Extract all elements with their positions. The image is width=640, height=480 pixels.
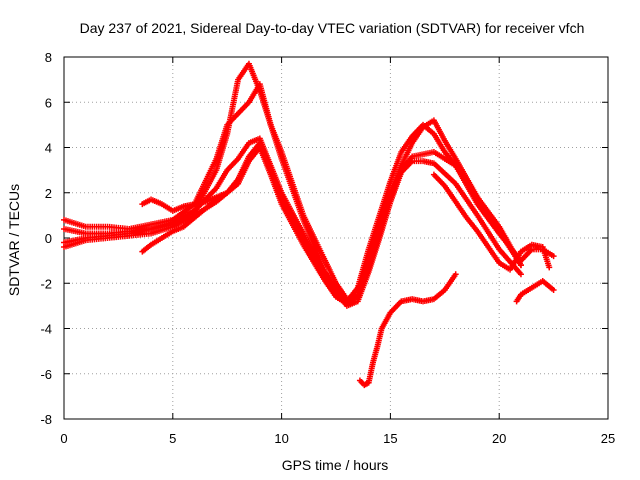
- data-point-marker: [452, 271, 459, 278]
- y-tick-label: -6: [40, 367, 52, 382]
- data-point-marker: [546, 264, 553, 271]
- data-point-marker: [343, 300, 350, 307]
- data-marks: [61, 60, 557, 389]
- y-tick-label: 6: [45, 95, 52, 110]
- axis-ticks: 0 5 10 15 20 25 -8 -6 -4 -2 0 2 4 6 8: [40, 50, 615, 446]
- series-sat-track-9: [430, 171, 553, 273]
- y-tick-label: -8: [40, 412, 52, 427]
- series-sat-track-4: [61, 144, 524, 307]
- y-tick-label: 4: [45, 141, 52, 156]
- y-axis-label: SDTVAR / TECUs: [6, 184, 22, 296]
- x-tick-label: 10: [274, 431, 288, 446]
- data-point-marker: [213, 196, 220, 203]
- data-point-marker: [550, 253, 557, 260]
- series-sat-track-5: [139, 139, 350, 307]
- x-tick-label: 25: [601, 431, 615, 446]
- y-tick-label: -2: [40, 276, 52, 291]
- data-point-marker: [517, 271, 524, 278]
- series-sat-track-7: [356, 271, 459, 389]
- series-sat-track-8: [513, 277, 557, 305]
- y-tick-label: 0: [45, 231, 52, 246]
- x-tick-label: 0: [60, 431, 67, 446]
- x-axis-label: GPS time / hours: [282, 457, 389, 473]
- chart-title: Day 237 of 2021, Sidereal Day-to-day VTE…: [80, 20, 585, 36]
- data-point-marker: [550, 287, 557, 294]
- series-sat-track-6: [139, 196, 220, 255]
- y-tick-label: 2: [45, 186, 52, 201]
- x-tick-label: 15: [383, 431, 397, 446]
- x-tick-label: 20: [492, 431, 506, 446]
- y-tick-label: 8: [45, 50, 52, 65]
- y-tick-label: -4: [40, 322, 52, 337]
- grid-lines: [64, 57, 608, 419]
- x-tick-label: 5: [169, 431, 176, 446]
- data-point-marker: [517, 262, 524, 269]
